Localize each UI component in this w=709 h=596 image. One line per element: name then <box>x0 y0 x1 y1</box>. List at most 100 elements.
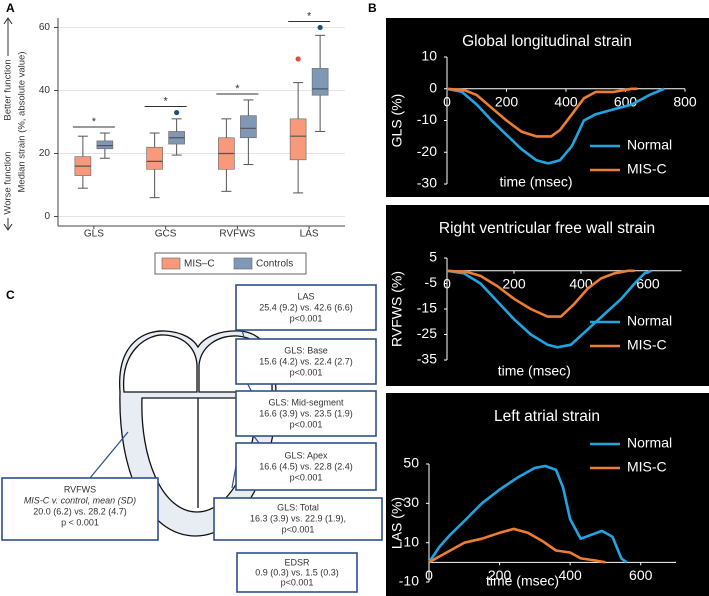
significance-label: * <box>235 83 240 95</box>
series-line <box>446 269 652 349</box>
outlier <box>295 56 301 62</box>
significance-label: * <box>163 95 168 107</box>
box-text: MIS-C v. control, mean (SD) <box>24 495 136 505</box>
annotation: Better function <box>3 59 14 120</box>
x-tick-label: RVFWS <box>219 229 255 240</box>
x-tick-label: 200 <box>495 93 519 109</box>
x-tick-label: 400 <box>558 567 582 583</box>
outlier <box>174 109 180 116</box>
significance-label: * <box>307 10 312 22</box>
box-text: p<0.001 <box>290 419 323 429</box>
x-axis-label: time (msec) <box>486 573 559 589</box>
y-tick-label: 0 <box>44 211 50 222</box>
x-tick-label: GLS <box>84 229 104 240</box>
chart-title: Right ventricular free wall strain <box>439 220 655 237</box>
legend-box <box>154 252 307 275</box>
x-axis-label: time (msec) <box>498 363 571 379</box>
series-line <box>446 87 665 165</box>
box-text: 0.9 (0.3) vs. 1.5 (0.3) <box>255 567 339 577</box>
box-text: EDSR <box>284 557 310 567</box>
legend-label: Controls <box>256 259 293 270</box>
y-axis-label: RVFWS (%) <box>389 271 405 347</box>
y-tick-label: -20 <box>417 143 437 159</box>
y-tick-label: -15 <box>417 300 437 316</box>
panel-label: A <box>6 1 15 15</box>
box-text: p<0.001 <box>290 472 323 482</box>
box-text: 16.6 (4.5) vs. 22.8 (2.4) <box>259 461 353 471</box>
box-text: p<0.001 <box>290 313 323 323</box>
box-text: 16.6 (3.9) vs. 23.5 (1.9) <box>259 408 353 418</box>
x-tick-label: 400 <box>569 275 593 291</box>
series-line <box>428 527 606 564</box>
box-text: p < 0.001 <box>61 517 99 527</box>
y-tick-label: 20 <box>39 148 51 159</box>
legend-label: Normal <box>627 435 672 451</box>
legend-label: Normal <box>627 313 672 329</box>
box <box>311 68 329 96</box>
legend-label: MIS–C <box>184 259 215 270</box>
x-tick-label: 200 <box>502 275 526 291</box>
y-tick-label: -5 <box>425 274 438 290</box>
y-tick-label: 50 <box>403 455 419 471</box>
box-text: 16.3 (3.9) vs. 22.9 (1.9), <box>250 513 346 523</box>
box-text: 20.0 (6.2) vs. 28.2 (4.7) <box>33 506 127 516</box>
legend-label: MIS-C <box>627 161 667 177</box>
box-text: GLS: Base <box>284 345 328 355</box>
y-tick-label: -10 <box>399 573 419 589</box>
series-line <box>446 269 635 318</box>
legend-label: MIS-C <box>627 459 667 475</box>
box <box>146 146 163 170</box>
series-line <box>427 464 628 564</box>
significance-label: * <box>92 116 97 128</box>
series-line <box>446 87 638 138</box>
box-text: GLS: Mid-segment <box>268 397 344 407</box>
x-tick-label: 200 <box>488 567 512 583</box>
y-tick-label: -10 <box>417 111 437 127</box>
box <box>289 118 307 161</box>
x-tick-label: LAS <box>300 229 319 240</box>
y-tick-label: 40 <box>39 85 51 96</box>
chart-title: Global longitudinal strain <box>462 33 632 50</box>
legend-swatch <box>161 257 181 270</box>
x-tick-label: 600 <box>636 275 660 291</box>
y-axis-label: Median strain (%, absolute value) <box>17 52 28 193</box>
arrow <box>3 218 13 231</box>
outlier <box>317 24 323 31</box>
x-tick-label: 600 <box>629 567 653 583</box>
box-text: GLS: Apex <box>284 450 328 460</box>
x-tick-label: 400 <box>554 93 578 109</box>
stat-boxes <box>1 284 383 593</box>
box-text: 15.6 (4.2) vs. 22.4 (2.7) <box>259 356 353 366</box>
x-tick-label: GCS <box>155 229 177 240</box>
y-tick-label: -35 <box>417 351 437 367</box>
chart-background <box>386 18 709 197</box>
box-text: p<0.001 <box>282 524 315 534</box>
box-text: 25.4 (9.2) vs. 42.6 (6.6) <box>259 302 353 312</box>
y-tick-label: 10 <box>421 48 437 64</box>
box-text: GLS: Total <box>277 502 319 512</box>
annotation: Worse function <box>3 151 14 214</box>
box <box>96 140 114 150</box>
box-text: LAS <box>297 291 314 301</box>
y-tick-label: 0 <box>429 79 437 95</box>
legend-swatch <box>233 257 253 270</box>
x-tick-label: 800 <box>673 93 697 109</box>
y-axis-label: LAS (%) <box>389 497 405 549</box>
legend-label: MIS-C <box>627 337 667 353</box>
box <box>240 115 257 139</box>
panel-label: C <box>6 288 15 302</box>
y-tick-label: 60 <box>39 22 51 33</box>
box-text: p<0.001 <box>281 577 314 587</box>
arrow <box>3 17 13 56</box>
y-tick-label: 10 <box>403 533 419 549</box>
y-tick-label: -30 <box>417 175 437 191</box>
y-tick-label: 5 <box>429 249 437 265</box>
x-axis-label: time (msec) <box>499 174 572 190</box>
chart-title: Left atrial strain <box>494 408 600 425</box>
panel-label: B <box>368 1 377 15</box>
chart-background <box>386 205 709 386</box>
y-axis-label: GLS (%) <box>389 94 405 148</box>
box-text: p<0.001 <box>290 367 323 377</box>
legend-label: Normal <box>627 137 672 153</box>
